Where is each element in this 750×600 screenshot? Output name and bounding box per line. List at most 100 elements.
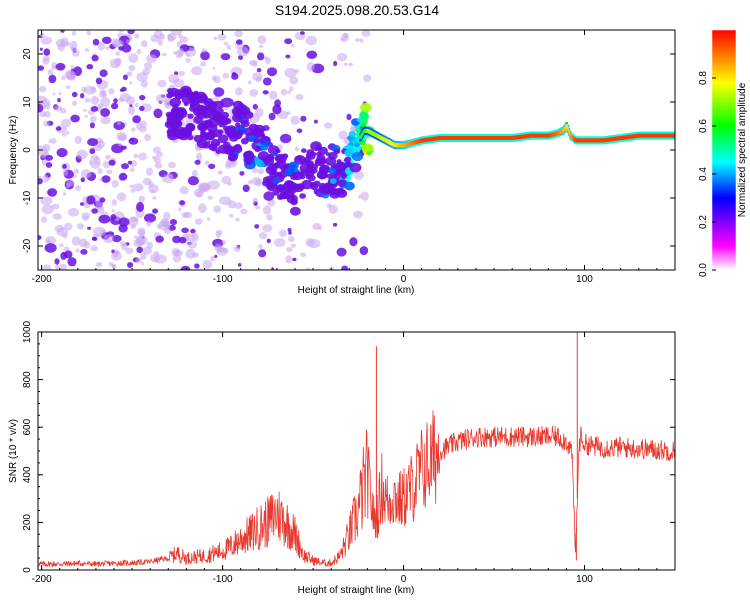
spectrum-noise-blob — [84, 97, 91, 103]
spectrum-noise-blob — [239, 171, 245, 176]
spectrum-noise-blob — [38, 178, 43, 185]
spectrum-noise-blob — [139, 105, 145, 112]
spectrum-noise-blob — [336, 53, 348, 62]
spectrum-noise-blob — [202, 259, 213, 269]
spectrum-noise-blob — [306, 62, 315, 72]
spectrum-ridge-blob — [300, 158, 308, 165]
spectrum-noise-blob — [43, 102, 51, 110]
spectrum-ridge-blob — [252, 128, 264, 137]
spectrum-noise-blob — [313, 119, 318, 124]
spectrum-noise-blob — [284, 67, 297, 78]
spectrum-noise-blob — [64, 70, 75, 80]
spectrum-ridge-blob — [198, 94, 208, 102]
spectrum-noise-blob — [95, 262, 103, 268]
spectrum-noise-blob — [73, 168, 79, 174]
spectrum-ridge-blob — [240, 120, 250, 128]
spectrum-ridge-blob — [276, 194, 284, 200]
spectrum-noise-blob — [215, 229, 223, 236]
spectrum-noise-blob — [333, 60, 338, 67]
spectrum-noise-blob — [190, 228, 196, 234]
spectrum-ridge-blob — [301, 148, 307, 153]
spectrum-noise-blob — [146, 54, 158, 63]
colorbar-label: Normalized spectral amplitude — [737, 82, 748, 217]
spectrum-noise-blob — [196, 190, 203, 198]
spectrum-noise-blob — [360, 191, 369, 201]
spectrum-ridge-blob — [326, 173, 334, 179]
spectrum-noise-blob — [255, 107, 264, 118]
spectrum-noise-blob — [273, 238, 286, 247]
spectrum-noise-blob — [80, 93, 85, 99]
spectrum-noise-blob — [44, 243, 57, 253]
spectrum-noise-blob — [89, 115, 97, 122]
spectrum-ridge-blob — [348, 130, 357, 138]
spectrum-noise-blob — [86, 195, 96, 205]
spectrogram-plot-area — [38, 30, 675, 270]
spectrum-noise-blob — [267, 199, 276, 207]
spectrum-noise-blob — [102, 160, 111, 169]
spectrum-noise-blob — [100, 108, 110, 117]
spectrum-noise-blob — [262, 90, 269, 95]
spectrum-ridge-blob — [366, 151, 372, 156]
spectrum-noise-blob — [43, 48, 51, 56]
spectrum-noise-blob — [142, 177, 152, 186]
spectrum-noise-blob — [231, 73, 239, 80]
spectrum-ridge-blob — [275, 184, 286, 193]
spectrum-noise-blob — [76, 223, 85, 230]
snr-series-line — [38, 410, 675, 568]
spectrum-noise-blob — [177, 48, 185, 57]
spectrum-noise-blob — [90, 95, 100, 105]
spectrum-noise-blob — [125, 39, 130, 44]
spectrum-noise-blob — [144, 133, 152, 142]
spectrum-noise-blob — [288, 86, 294, 92]
spectrum-noise-blob — [220, 53, 231, 61]
spectrum-ridge-blob — [284, 180, 294, 188]
spectrum-ridge-blob — [182, 88, 188, 93]
spectrum-noise-blob — [238, 263, 242, 267]
spectrum-noise-blob — [42, 174, 49, 183]
spectrum-noise-blob — [70, 114, 80, 123]
spectrum-noise-blob — [97, 168, 103, 175]
spectrum-noise-blob — [272, 104, 282, 115]
spectrum-ridge-blob — [279, 175, 285, 180]
spectrum-ridge-blob — [305, 174, 312, 180]
spectrum-ridge-blob — [275, 149, 281, 154]
spectrum-noise-blob — [91, 208, 98, 214]
spectrum-ridge-blob — [273, 152, 279, 157]
spectrum-noise-blob — [78, 238, 88, 248]
spectrum-noise-blob — [70, 46, 77, 52]
spectrum-noise-blob — [280, 88, 288, 96]
spectrum-noise-blob — [338, 130, 348, 140]
spectrum-noise-blob — [296, 128, 303, 134]
spectrum-noise-blob — [118, 143, 122, 147]
spectrum-noise-blob — [86, 63, 94, 70]
spectrum-noise-blob — [204, 160, 210, 166]
spectrum-ridge-blob — [181, 95, 192, 104]
spectrum-noise-blob — [172, 254, 182, 263]
spectrum-noise-blob — [177, 33, 183, 39]
spectrum-noise-blob — [111, 180, 119, 188]
spectrum-noise-blob — [194, 218, 203, 225]
spectrum-ridge-blob — [290, 206, 301, 216]
spectrum-noise-blob — [266, 67, 278, 77]
spectrum-noise-blob — [139, 120, 147, 128]
spectrum-noise-blob — [170, 30, 183, 36]
spectrum-noise-blob — [88, 159, 94, 165]
spectrum-noise-blob — [262, 77, 272, 86]
spectrum-noise-blob — [217, 245, 224, 253]
spectrum-noise-blob — [138, 229, 145, 238]
spectrogram-y-axis: -20 -10 0 10 20 — [22, 48, 675, 253]
spectrum-noise-blob — [332, 222, 338, 227]
spectrum-noise-blob — [74, 136, 82, 144]
spectrum-noise-blob — [47, 69, 54, 76]
spectrum-noise-blob — [42, 58, 50, 65]
spectrum-noise-blob — [97, 41, 106, 51]
spectrum-noise-blob — [348, 62, 353, 67]
spectrum-ridge-blob — [172, 118, 179, 124]
spectrum-noise-blob — [67, 257, 77, 267]
spectrum-noise-blob — [155, 151, 164, 158]
spectrum-noise-blob — [127, 216, 139, 227]
spectrum-noise-blob — [84, 114, 88, 119]
spectrum-noise-blob — [152, 146, 161, 153]
spectrum-noise-blob — [288, 231, 292, 235]
